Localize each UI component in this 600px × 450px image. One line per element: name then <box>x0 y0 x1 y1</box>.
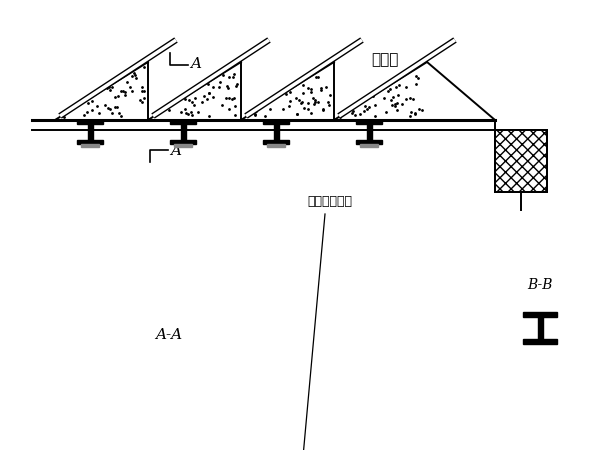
Text: 小导管: 小导管 <box>371 53 398 68</box>
Text: 架设导管的孔: 架设导管的孔 <box>308 195 353 208</box>
Polygon shape <box>356 120 382 124</box>
Polygon shape <box>523 339 557 344</box>
Text: A: A <box>170 144 181 158</box>
Polygon shape <box>267 144 286 147</box>
Text: A: A <box>190 57 201 71</box>
Text: B-B: B-B <box>527 278 553 292</box>
Polygon shape <box>538 317 542 339</box>
Polygon shape <box>360 144 379 147</box>
Polygon shape <box>148 62 241 120</box>
Polygon shape <box>334 62 427 120</box>
Polygon shape <box>274 124 278 140</box>
Polygon shape <box>263 140 289 144</box>
Polygon shape <box>81 144 100 147</box>
Polygon shape <box>181 124 185 140</box>
Polygon shape <box>241 62 334 120</box>
Polygon shape <box>88 124 92 140</box>
Polygon shape <box>170 140 196 144</box>
Polygon shape <box>174 144 193 147</box>
Polygon shape <box>356 140 382 144</box>
Polygon shape <box>77 120 103 124</box>
Polygon shape <box>170 120 196 124</box>
Polygon shape <box>77 140 103 144</box>
Polygon shape <box>523 312 557 317</box>
Polygon shape <box>55 62 148 120</box>
Text: A-A: A-A <box>155 328 182 342</box>
Bar <box>495 130 547 192</box>
Polygon shape <box>367 124 371 140</box>
Polygon shape <box>263 120 289 124</box>
